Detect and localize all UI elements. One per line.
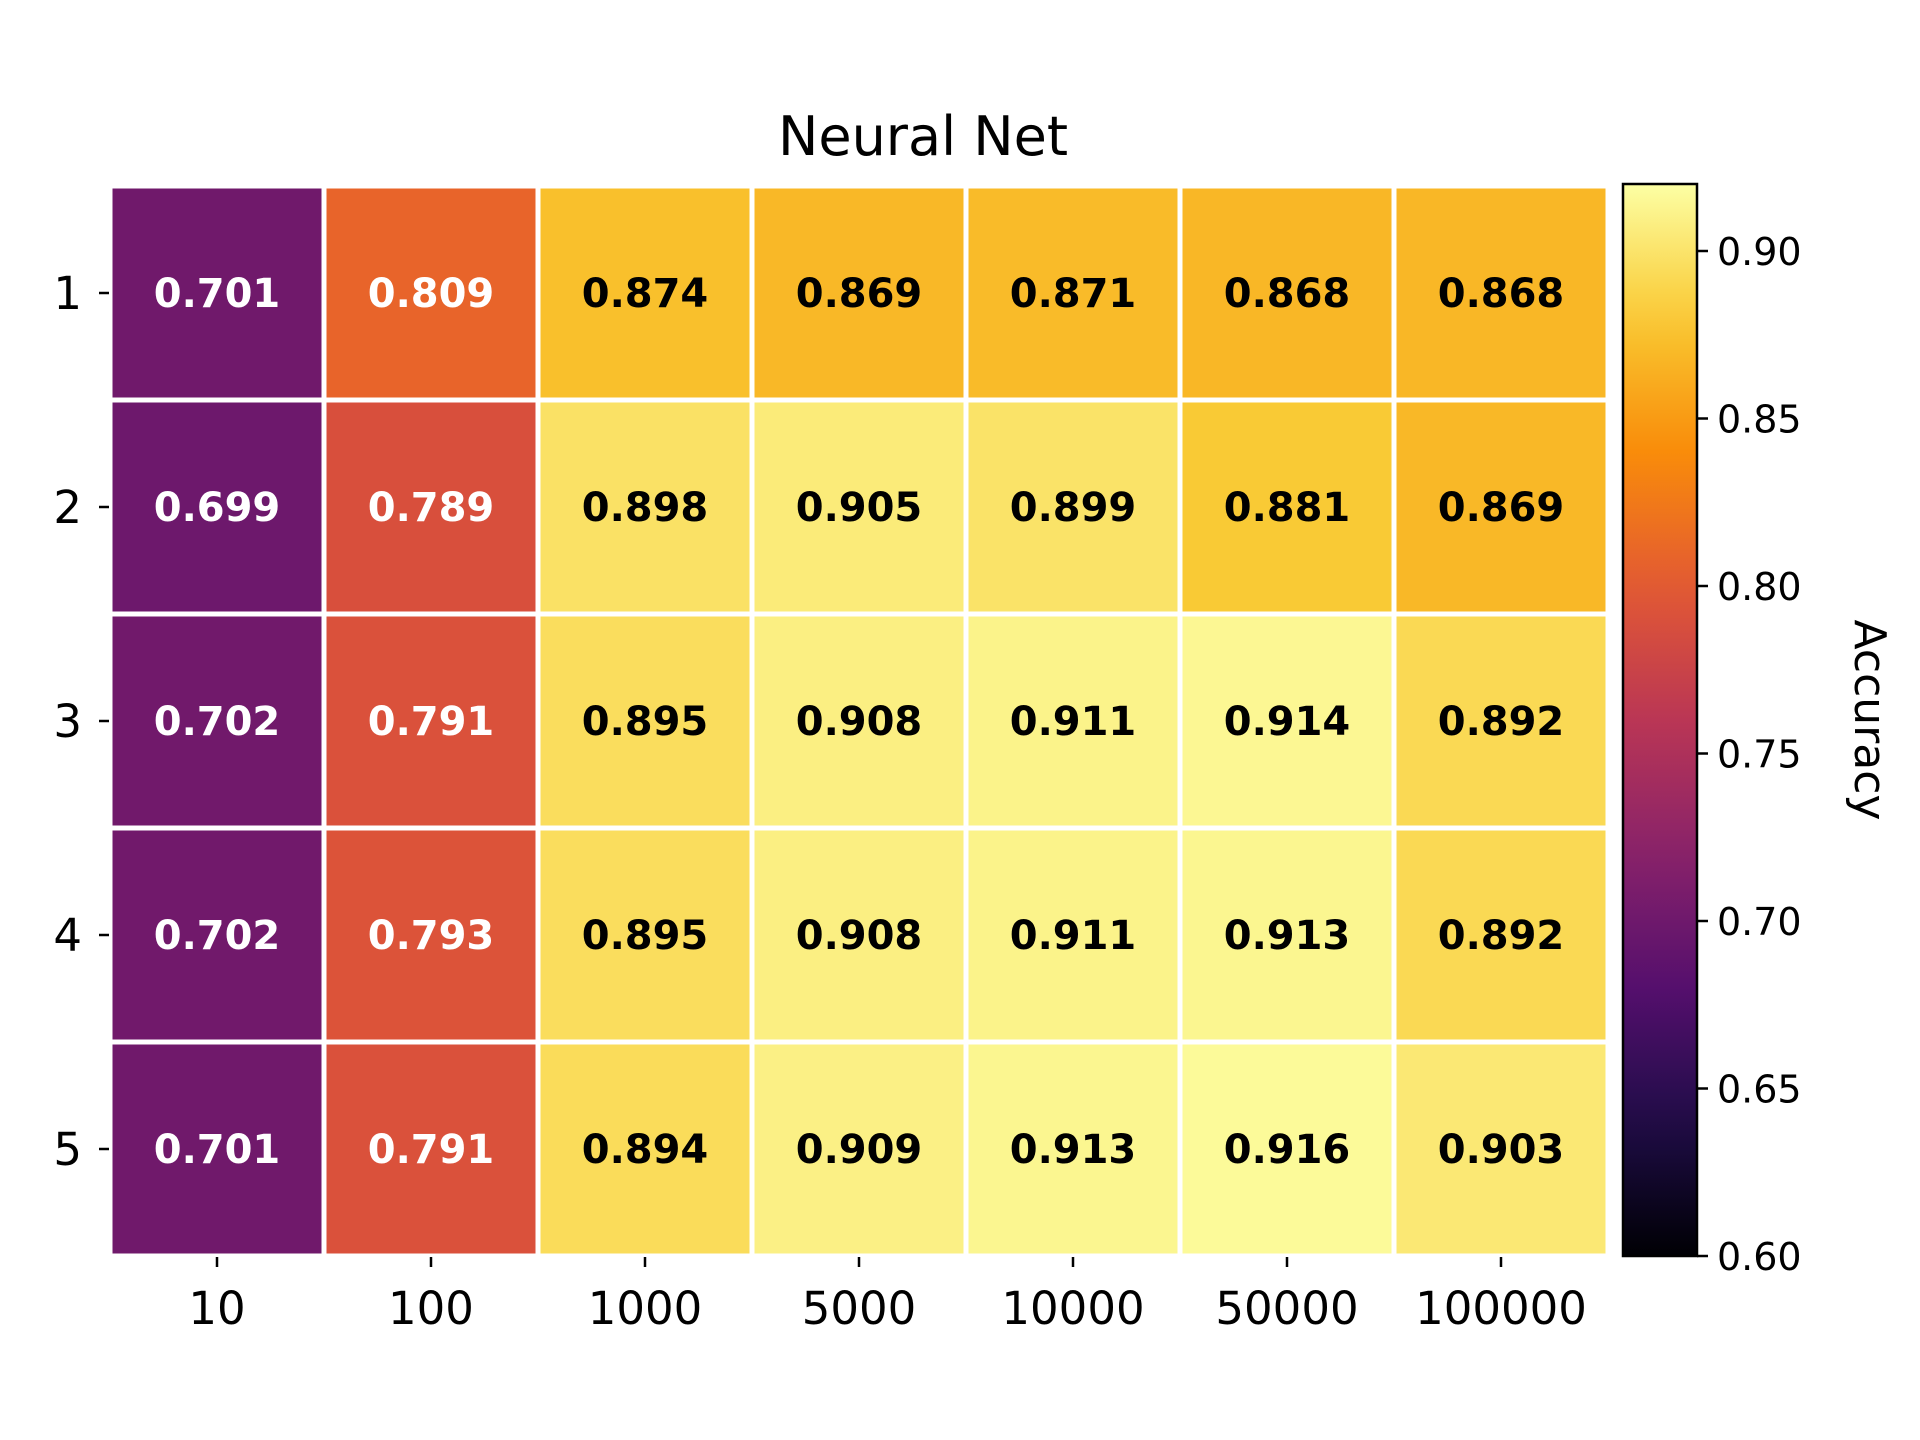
heatmap-cell: [968, 402, 1178, 612]
heatmap-cell: [326, 1044, 536, 1254]
x-tick-label: 5000: [802, 1282, 917, 1335]
cell-value-label: 0.911: [1010, 913, 1137, 959]
heatmap-cell: [1396, 830, 1606, 1040]
cell-value-label: 0.809: [368, 271, 495, 317]
cell-value-label: 0.895: [582, 699, 709, 745]
cell-value-label: 0.791: [368, 699, 495, 745]
cell-value-label: 0.793: [368, 913, 495, 959]
cell-value-label: 0.701: [154, 271, 281, 317]
heatmap-cell: [540, 616, 750, 826]
colorbar-tick-label: 0.85: [1717, 398, 1802, 442]
cell-value-label: 0.892: [1438, 913, 1565, 959]
cell-value-label: 0.892: [1438, 699, 1565, 745]
heatmap-cell: [326, 402, 536, 612]
heatmap-cell: [1396, 1044, 1606, 1254]
cell-value-label: 0.914: [1224, 699, 1351, 745]
cell-value-label: 0.868: [1224, 271, 1351, 317]
colorbar: 0.60 0.65 0.70 0.75 0.80 0.85 0.90: [1621, 182, 1802, 1279]
heatmap-cell: [968, 188, 1178, 398]
heatmap-cell: [540, 830, 750, 1040]
heatmap-cell: [1182, 188, 1392, 398]
heatmap-cell: [1396, 616, 1606, 826]
y-tick-label: 4: [53, 909, 82, 962]
cell-value-label: 0.791: [368, 1127, 495, 1173]
cell-value-label: 0.908: [796, 699, 923, 745]
heatmap-cell: [1182, 830, 1392, 1040]
heatmap-cell: [326, 830, 536, 1040]
cell-value-label: 0.701: [154, 1127, 281, 1173]
cell-value-label: 0.909: [796, 1127, 923, 1173]
heatmap-cell: [112, 188, 322, 398]
heatmap-cell: [1182, 1044, 1392, 1254]
heatmap-cell: [754, 188, 964, 398]
colorbar-tick-label: 0.80: [1717, 565, 1802, 609]
x-axis: 10 100 1000 5000 10000 50000 100000: [188, 1257, 1587, 1335]
colorbar-tick-label: 0.60: [1717, 1235, 1802, 1279]
heatmap-cells: 0.701 0.809 0.874 0.869 0.871 0.868 0.868 0.699…: [112, 188, 1606, 1254]
colorbar-label: Accuracy: [1844, 620, 1895, 821]
cell-value-label: 0.895: [582, 913, 709, 959]
cell-value-label: 0.905: [796, 485, 923, 531]
y-axis: 1 2 3 4 5: [53, 267, 109, 1176]
y-tick-label: 5: [53, 1123, 82, 1176]
chart-title: Neural Net: [778, 105, 1068, 168]
colorbar-tick-label: 0.90: [1717, 230, 1802, 274]
heatmap-cell: [326, 188, 536, 398]
colorbar-gradient: [1621, 182, 1699, 1258]
cell-value-label: 0.916: [1224, 1127, 1351, 1173]
cell-value-label: 0.702: [154, 699, 281, 745]
heatmap-cell: [754, 1044, 964, 1254]
cell-value-label: 0.899: [1010, 485, 1137, 531]
x-tick-label: 1000: [588, 1282, 703, 1335]
x-tick-label: 100: [388, 1282, 474, 1335]
heatmap-cell: [112, 402, 322, 612]
heatmap-cell: [968, 830, 1178, 1040]
heatmap-cell: [1182, 402, 1392, 612]
x-tick-label: 10000: [1001, 1282, 1144, 1335]
cell-value-label: 0.898: [582, 485, 709, 531]
heatmap-cell: [540, 1044, 750, 1254]
x-tick-label: 50000: [1215, 1282, 1358, 1335]
x-tick-label: 10: [188, 1282, 245, 1335]
cell-value-label: 0.789: [368, 485, 495, 531]
cell-value-label: 0.869: [1438, 485, 1565, 531]
cell-value-label: 0.881: [1224, 485, 1351, 531]
heatmap-cell: [754, 402, 964, 612]
cell-value-label: 0.871: [1010, 271, 1137, 317]
colorbar-tick-label: 0.65: [1717, 1068, 1802, 1112]
heatmap-cell: [968, 1044, 1178, 1254]
cell-value-label: 0.869: [796, 271, 923, 317]
cell-value-label: 0.868: [1438, 271, 1565, 317]
cell-value-label: 0.903: [1438, 1127, 1565, 1173]
heatmap-cell: [326, 616, 536, 826]
heatmap-cell: [968, 616, 1178, 826]
cell-value-label: 0.913: [1010, 1127, 1137, 1173]
heatmap-cell: [1396, 188, 1606, 398]
cell-value-label: 0.702: [154, 913, 281, 959]
heatmap-cell: [754, 830, 964, 1040]
cell-value-label: 0.874: [582, 271, 709, 317]
y-tick-label: 1: [53, 267, 82, 320]
cell-value-label: 0.913: [1224, 913, 1351, 959]
heatmap-cell: [112, 1044, 322, 1254]
cell-value-label: 0.699: [154, 485, 281, 531]
x-tick-label: 100000: [1415, 1282, 1587, 1335]
colorbar-tick-label: 0.75: [1717, 733, 1802, 777]
heatmap-cell: [540, 188, 750, 398]
colorbar-tick-label: 0.70: [1717, 900, 1802, 944]
y-tick-label: 2: [53, 481, 82, 534]
cell-value-label: 0.908: [796, 913, 923, 959]
cell-value-label: 0.911: [1010, 699, 1137, 745]
heatmap-cell: [112, 616, 322, 826]
heatmap-cell: [1396, 402, 1606, 612]
cell-value-label: 0.894: [582, 1127, 709, 1173]
heatmap-cell: [754, 616, 964, 826]
heatmap-cell: [540, 402, 750, 612]
heatmap-cell: [1182, 616, 1392, 826]
y-tick-label: 3: [53, 695, 82, 748]
heatmap-cell: [112, 830, 322, 1040]
